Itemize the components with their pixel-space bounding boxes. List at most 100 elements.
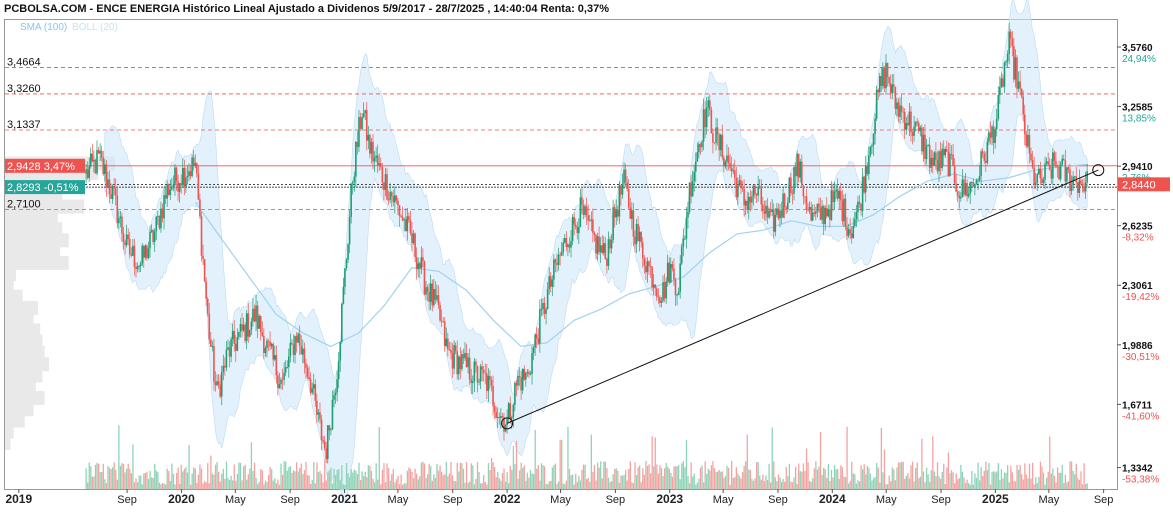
current-price-label: 2,8440 xyxy=(1122,179,1156,191)
candle-body xyxy=(598,236,600,253)
candle-body xyxy=(551,279,554,287)
volume-bar xyxy=(1031,462,1034,489)
volume-bar xyxy=(200,468,203,489)
candle-body xyxy=(256,305,259,329)
candle-body xyxy=(431,283,434,306)
volume-bar xyxy=(787,476,789,489)
volume-bar xyxy=(277,479,279,489)
volume-bar xyxy=(1074,474,1076,489)
candle-body xyxy=(342,286,345,304)
candle-body xyxy=(153,231,156,243)
candle-body xyxy=(231,330,234,340)
x-tick-label: Sep xyxy=(931,494,951,506)
candle-body xyxy=(707,100,710,108)
volume-bar xyxy=(673,466,675,489)
candle-body xyxy=(89,153,92,167)
volume-bar xyxy=(356,473,359,489)
candle-body xyxy=(925,145,928,160)
candle-body xyxy=(935,152,937,161)
candle-body xyxy=(540,309,543,310)
volume-bar xyxy=(699,467,702,489)
candle-body xyxy=(389,192,391,200)
volume-bar xyxy=(879,482,881,489)
volume-bar xyxy=(999,480,1001,489)
candle-body xyxy=(205,281,207,299)
volume-bar xyxy=(110,469,112,489)
candle-body xyxy=(272,343,274,360)
volume-bar xyxy=(451,475,454,489)
volume-bar xyxy=(216,462,218,489)
volume-bar xyxy=(793,477,795,489)
volume-bar xyxy=(880,427,883,489)
volume-bar xyxy=(94,464,97,489)
volume-bar xyxy=(391,474,393,489)
volume-bar xyxy=(768,463,770,489)
candle-body xyxy=(760,186,763,205)
candle-body xyxy=(1061,158,1064,165)
candle-body xyxy=(888,77,890,84)
candle-body xyxy=(716,127,719,135)
candle-body xyxy=(203,259,206,282)
volume-bar xyxy=(183,468,186,489)
volume-bar xyxy=(1007,465,1009,489)
x-tick-label: Sep xyxy=(1094,494,1114,506)
candle-body xyxy=(261,332,264,337)
y-tick-pct: -53,38% xyxy=(1122,475,1159,486)
candle-body xyxy=(169,189,172,196)
candle-body xyxy=(640,231,642,243)
candle-body xyxy=(864,165,867,193)
volume-bar xyxy=(319,471,321,489)
candle-body xyxy=(648,261,650,267)
volume-bar xyxy=(682,461,684,489)
candle-body xyxy=(800,161,803,186)
volume-bar xyxy=(790,481,792,489)
candle-body xyxy=(1044,163,1046,180)
candle-body xyxy=(641,242,644,259)
candle-body xyxy=(316,400,318,415)
volume-bar xyxy=(381,469,384,489)
volume-bar xyxy=(150,477,153,489)
candle-body xyxy=(956,191,959,196)
volume-bar xyxy=(506,472,508,489)
candle-body xyxy=(411,232,413,244)
volume-bar xyxy=(799,471,801,489)
volume-bar xyxy=(536,468,538,489)
volume-bar xyxy=(729,484,731,489)
candle-body xyxy=(440,320,443,322)
profile-bar xyxy=(5,435,11,450)
candle-body xyxy=(163,195,165,219)
candle-body xyxy=(467,357,469,368)
volume-bar xyxy=(779,477,781,489)
volume-bar xyxy=(531,473,533,489)
volume-bar xyxy=(1055,482,1057,489)
volume-bar xyxy=(1069,461,1071,489)
volume-bar xyxy=(598,467,600,489)
volume-bar xyxy=(897,462,900,489)
volume-bar xyxy=(821,474,823,489)
volume-bar xyxy=(924,482,926,489)
volume-bar xyxy=(835,469,837,489)
volume-bar xyxy=(267,475,270,489)
candle-body xyxy=(709,100,711,110)
volume-bar xyxy=(211,473,214,489)
candle-body xyxy=(1017,81,1020,89)
volume-bar xyxy=(860,465,862,489)
volume-bar xyxy=(977,462,979,489)
candle-body xyxy=(102,157,105,174)
candle-body xyxy=(475,361,477,366)
volume-bar xyxy=(808,480,811,489)
volume-bar xyxy=(489,469,491,489)
candle-body xyxy=(537,338,540,344)
candle-body xyxy=(1086,171,1088,183)
candle-body xyxy=(191,157,193,177)
volume-bar xyxy=(980,467,982,489)
sma-line xyxy=(194,163,1089,348)
candle-body xyxy=(107,179,109,187)
candle-body xyxy=(125,234,128,246)
candle-body xyxy=(493,405,496,412)
candle-body xyxy=(549,276,552,287)
candle-body xyxy=(618,185,621,217)
candle-body xyxy=(372,141,374,162)
volume-bar xyxy=(158,482,161,489)
volume-bar xyxy=(676,466,678,489)
